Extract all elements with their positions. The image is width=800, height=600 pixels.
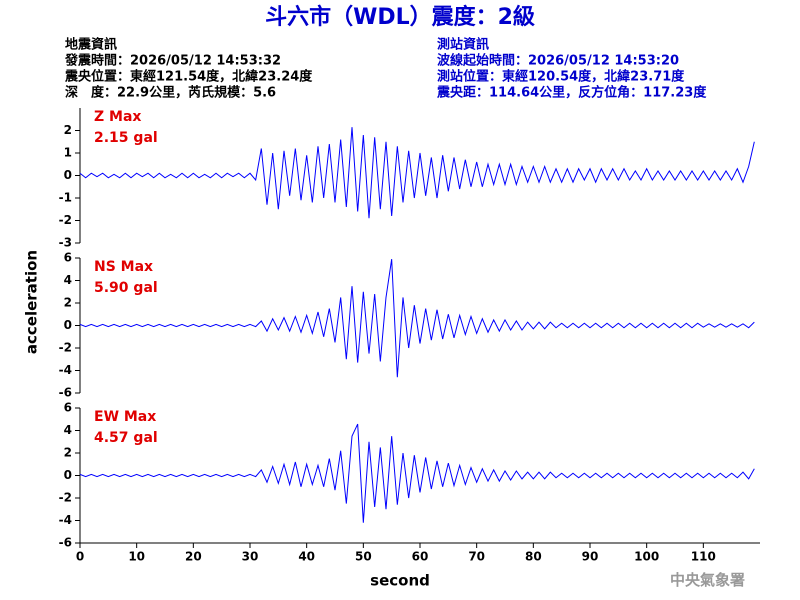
chart-title: 斗六市（WDL）震度：2級 (265, 4, 535, 30)
waveform (79, 423, 755, 523)
y-tick-label: 2 (64, 123, 72, 137)
info-line: 震央位置：東經121.54度，北緯23.24度 (64, 69, 313, 85)
info-line: 地震資訊 (65, 37, 117, 53)
y-tick-label: -6 (59, 386, 72, 400)
y-tick-label: -4 (59, 513, 72, 527)
info-line: 測站資訊 (437, 37, 489, 53)
x-tick-label: 20 (185, 550, 202, 564)
info-line: 深 度：22.9公里，芮氏規模：5.6 (65, 85, 276, 101)
x-tick-label: 40 (298, 550, 315, 564)
panel-max: 4.57 gal (94, 430, 158, 446)
y-tick-label: 0 (64, 318, 72, 332)
footer: 中央氣象署 (670, 571, 745, 589)
info-line: 波線起始時間：2026/05/12 14:53:20 (437, 53, 679, 69)
y-tick-label: -1 (59, 191, 72, 205)
x-tick-label: 60 (412, 550, 429, 564)
info-line: 發震時間：2026/05/12 14:53:32 (64, 53, 281, 69)
x-tick-label: 0 (76, 550, 84, 564)
y-tick-label: 0 (64, 168, 72, 182)
y-tick-label: 1 (64, 146, 72, 160)
x-tick-label: 100 (634, 550, 659, 564)
x-tick-label: 90 (582, 550, 599, 564)
y-tick-label: 4 (64, 423, 72, 437)
y-tick-label: -3 (59, 236, 72, 250)
x-tick-label: 30 (242, 550, 259, 564)
panel-max: 2.15 gal (94, 130, 158, 146)
y-tick-label: -2 (59, 213, 72, 227)
x-tick-label: 80 (525, 550, 542, 564)
y-tick-label: 6 (64, 401, 72, 415)
y-tick-label: -6 (59, 536, 72, 550)
waveform (79, 127, 755, 219)
y-axis-title: acceleration (23, 250, 41, 354)
panel-max: 5.90 gal (94, 280, 158, 296)
y-tick-label: -2 (59, 341, 72, 355)
y-tick-label: 2 (64, 446, 72, 460)
panel-label: Z Max (94, 109, 141, 125)
x-tick-label: 50 (355, 550, 372, 564)
x-tick-label: 10 (128, 550, 145, 564)
y-tick-label: 0 (64, 468, 72, 482)
panel-label: NS Max (94, 259, 153, 275)
x-axis-title: second (370, 572, 430, 590)
y-tick-label: -2 (59, 491, 72, 505)
y-tick-label: -4 (59, 363, 72, 377)
panel-label: EW Max (94, 409, 156, 425)
info-line: 測站位置：東經120.54度，北緯23.71度 (437, 69, 685, 85)
x-tick-label: 110 (691, 550, 716, 564)
y-tick-label: 6 (64, 251, 72, 265)
waveform (79, 259, 755, 378)
info-line: 震央距：114.64公里，反方位角：117.23度 (436, 85, 707, 101)
y-tick-label: 2 (64, 296, 72, 310)
x-tick-label: 70 (468, 550, 485, 564)
y-tick-label: 4 (64, 273, 72, 287)
